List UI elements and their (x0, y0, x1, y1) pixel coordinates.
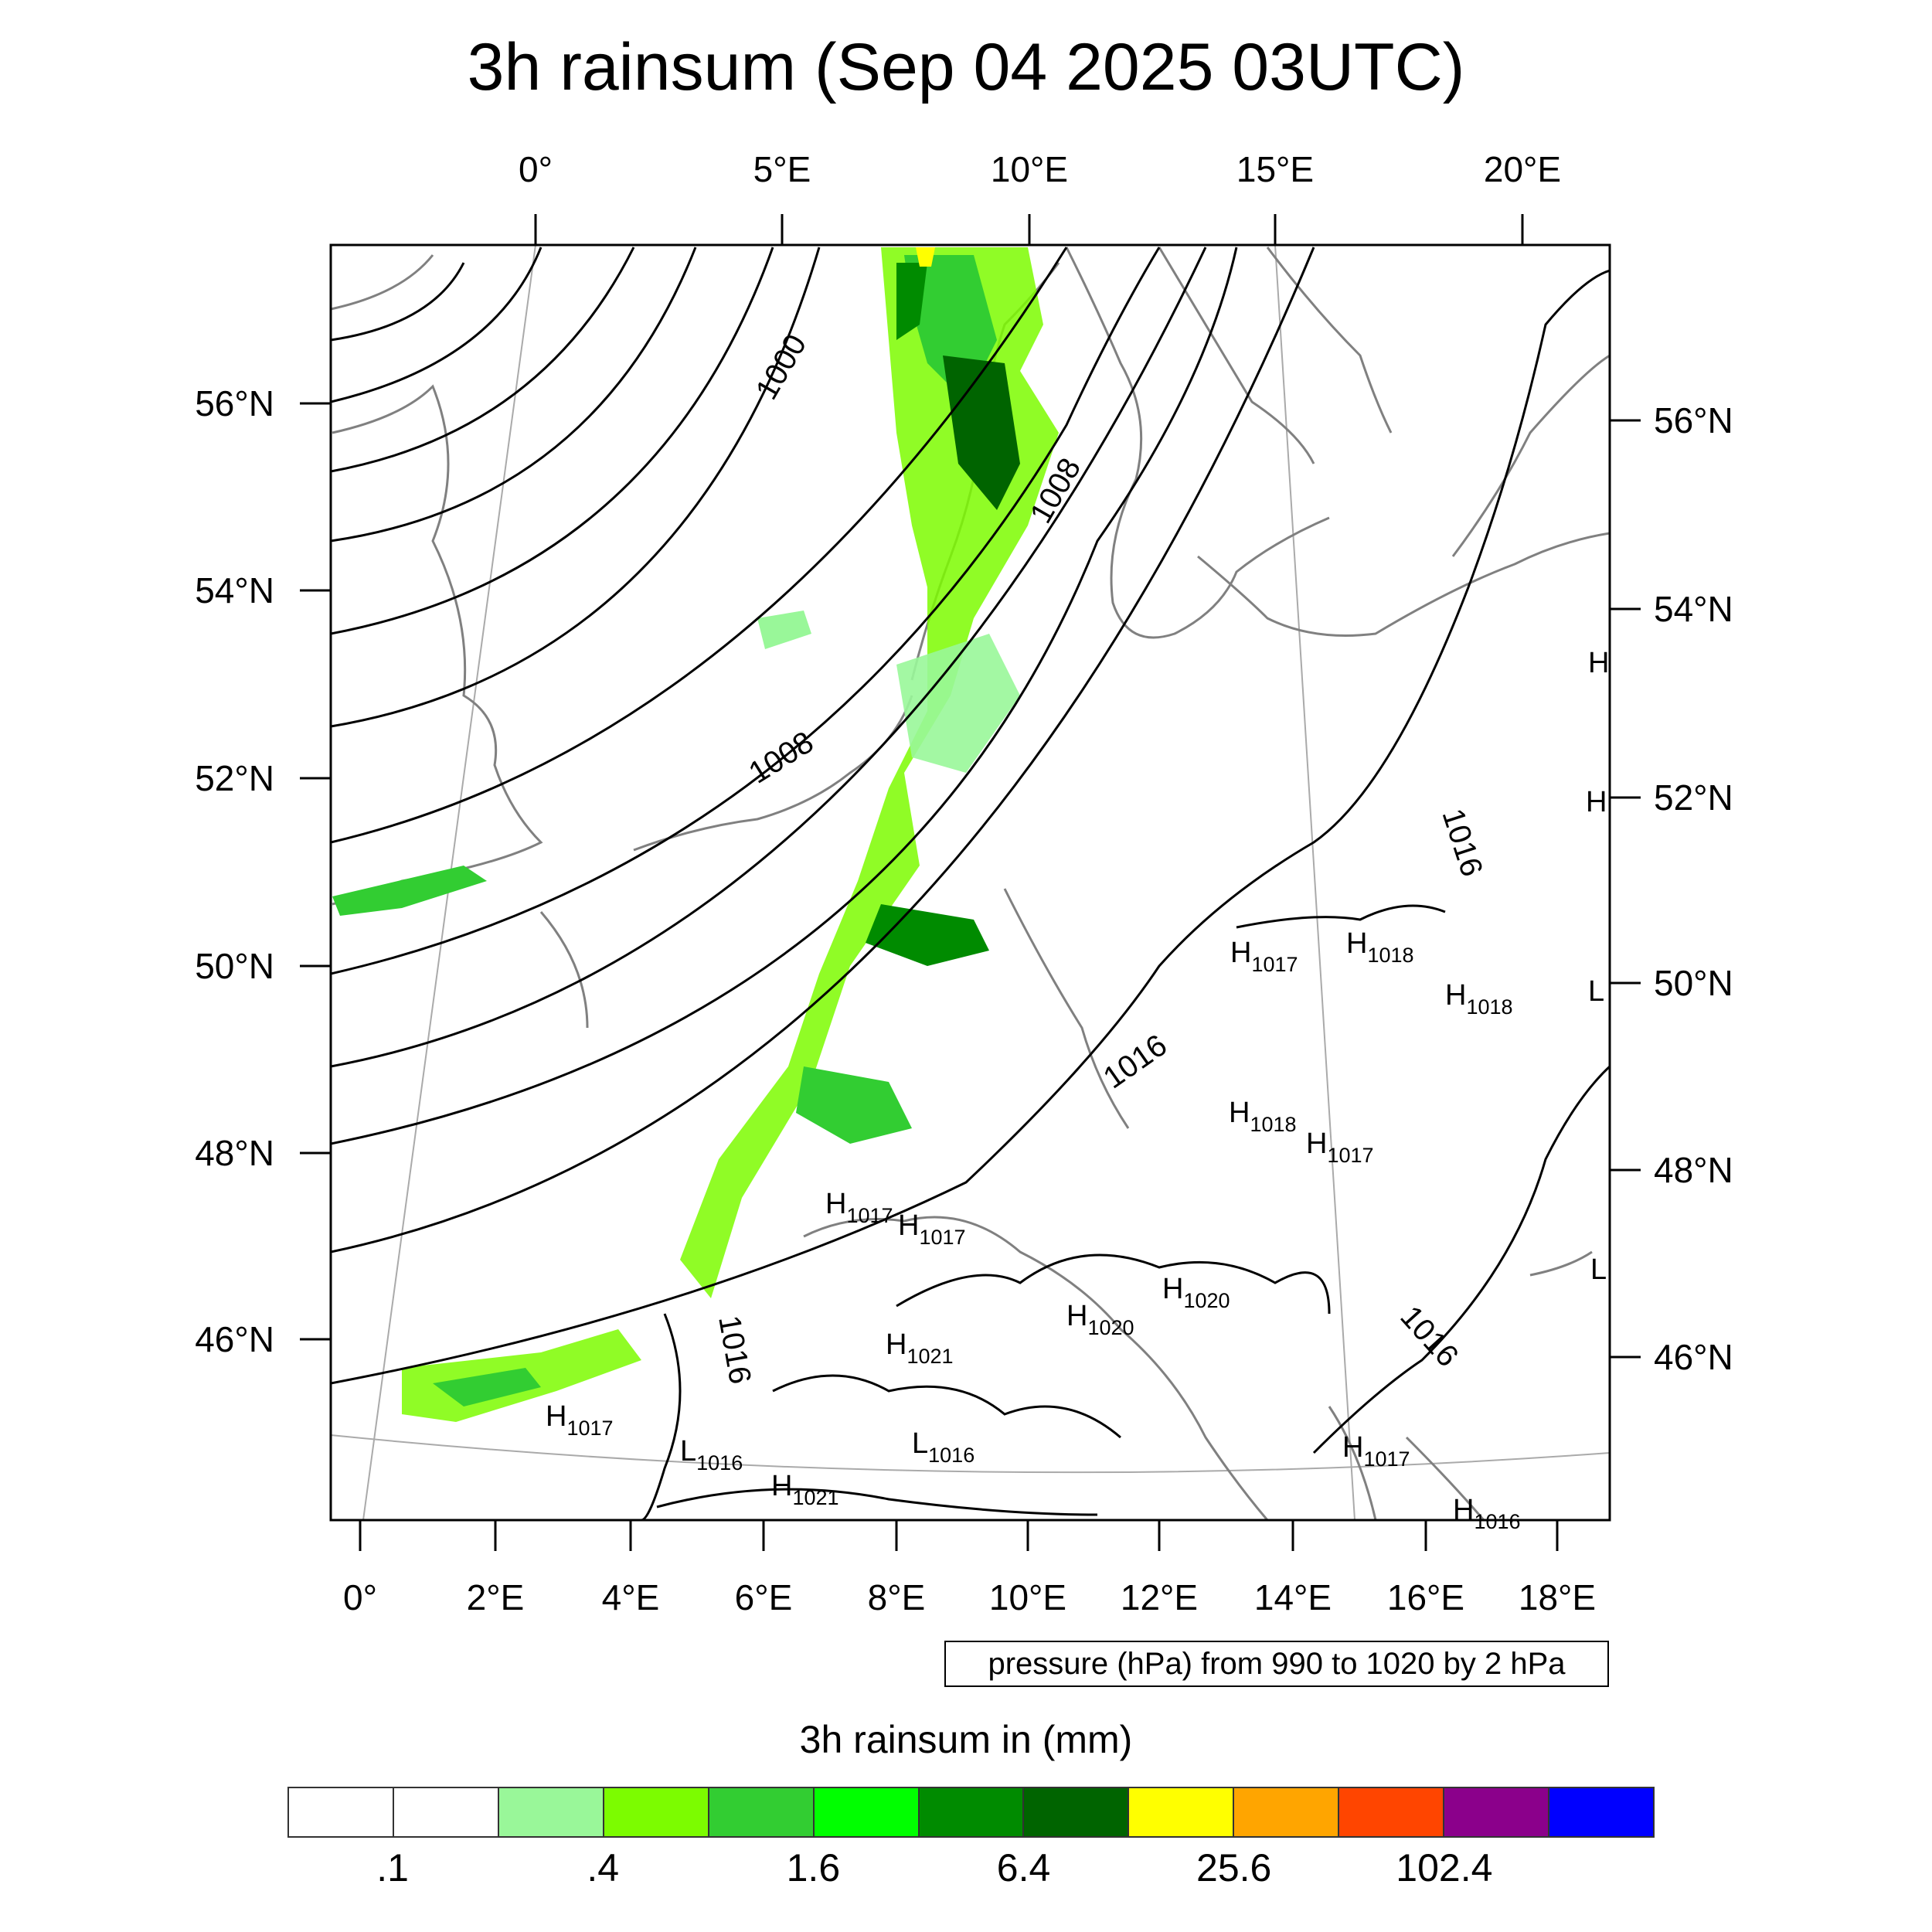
chart-title: 3h rainsum (Sep 04 2025 03UTC) (467, 30, 1465, 104)
pressure-center: H1017 (898, 1209, 966, 1249)
colorbar-swatch (604, 1788, 709, 1836)
bottom-lon-labels: 0° 2°E 4°E 6°E 8°E 10°E 12°E 14°E 16°E 1… (343, 1577, 1596, 1617)
right-lat-label: 46°N (1654, 1337, 1733, 1377)
colorbar-label: 1.6 (786, 1846, 841, 1889)
colorbar-swatch (393, 1788, 499, 1836)
pressure-center: H1021 (886, 1328, 954, 1368)
edge-marker: L (1588, 975, 1604, 1008)
top-lon-label: 15°E (1236, 149, 1314, 189)
bottom-lon-label: 6°E (735, 1577, 793, 1617)
top-lon-labels: 0° 5°E 10°E 15°E 20°E (519, 149, 1561, 189)
bottom-lon-label: 8°E (868, 1577, 926, 1617)
colorbar-swatch (919, 1788, 1025, 1836)
isobars (331, 247, 1610, 1520)
top-lon-label: 0° (519, 149, 553, 189)
bottom-lon-label: 18°E (1519, 1577, 1596, 1617)
pressure-note: pressure (hPa) from 990 to 1020 by 2 hPa (944, 1641, 1609, 1687)
contour-label: 1016 (1393, 1300, 1464, 1374)
colorbar-label: 6.4 (996, 1846, 1051, 1889)
colorbar-title: 3h rainsum in (mm) (799, 1718, 1133, 1761)
colorbar-swatch (1234, 1788, 1340, 1836)
pressure-center: H1017 (1230, 937, 1298, 976)
top-lon-label: 5°E (753, 149, 811, 189)
top-lon-label: 10°E (991, 149, 1068, 189)
colorbar-swatch (814, 1788, 920, 1836)
bottom-lon-label: 10°E (989, 1577, 1066, 1617)
left-lat-label: 54°N (195, 570, 274, 611)
bottom-lon-label: 14°E (1254, 1577, 1332, 1617)
top-lon-label: 20°E (1484, 149, 1561, 189)
colorbar-swatch (1549, 1788, 1653, 1836)
left-lat-label: 48°N (195, 1133, 274, 1173)
pressure-center: H1020 (1066, 1300, 1134, 1339)
pressure-center: L1016 (680, 1435, 743, 1475)
colorbar (287, 1787, 1655, 1838)
colorbar-swatch (1129, 1788, 1235, 1836)
edge-marker: H (1588, 647, 1609, 679)
contour-label: 1016 (712, 1313, 757, 1386)
right-lat-label: 52°N (1654, 777, 1733, 818)
pressure-center: H1020 (1162, 1273, 1230, 1312)
bottom-lon-label: 16°E (1387, 1577, 1464, 1617)
colorbar-swatch (1339, 1788, 1445, 1836)
pressure-center: H1017 (1306, 1128, 1374, 1167)
contour-label: 1016 (1435, 804, 1488, 880)
pressure-centers: H1017 H1018 H1018 H1018 H1017 H1017 H101… (546, 927, 1521, 1533)
pressure-center: H1017 (1342, 1431, 1410, 1471)
bottom-lon-label: 12°E (1121, 1577, 1198, 1617)
colorbar-label: 102.4 (1396, 1846, 1493, 1889)
colorbar-swatch (1024, 1788, 1130, 1836)
pressure-center: H1018 (1346, 927, 1414, 967)
pressure-center: H1018 (1445, 979, 1513, 1019)
pressure-center: H1017 (546, 1400, 614, 1440)
colorbar-swatch (289, 1788, 394, 1836)
left-lat-label: 50°N (195, 946, 274, 986)
left-lat-label: 52°N (195, 758, 274, 798)
left-lat-labels: 56°N 54°N 52°N 50°N 48°N 46°N (195, 383, 274, 1359)
pressure-center: H1016 (1453, 1494, 1521, 1533)
contour-labels: 1000 1008 1008 1016 1016 1016 1016 (712, 328, 1489, 1386)
map-frame (329, 243, 1611, 1522)
colorbar-swatch (498, 1788, 604, 1836)
edge-marker: H (1586, 786, 1607, 818)
pressure-center: H1021 (771, 1470, 839, 1509)
colorbar-label: .1 (376, 1846, 409, 1889)
colorbar-label: 25.6 (1196, 1846, 1272, 1889)
bottom-lon-label: 4°E (602, 1577, 660, 1617)
right-lat-label: 54°N (1654, 589, 1733, 629)
left-lat-label: 56°N (195, 383, 274, 423)
colorbar-swatch (709, 1788, 815, 1836)
colorbar-labels: .1 .4 1.6 6.4 25.6 102.4 (0, 1845, 1932, 1900)
edge-markers: H H L L (1586, 647, 1609, 1286)
right-lat-labels: 56°N 54°N 52°N 50°N 48°N 46°N (1654, 400, 1733, 1377)
contour-label: 1000 (750, 328, 814, 405)
colorbar-label: .4 (587, 1846, 620, 1889)
edge-marker: L (1590, 1253, 1607, 1286)
rain-areas (332, 247, 1059, 1422)
pressure-center: H1017 (825, 1188, 893, 1227)
pressure-center: L1016 (912, 1427, 975, 1467)
frame-ticks (300, 214, 1641, 1551)
pressure-center: H1018 (1229, 1097, 1297, 1136)
right-lat-label: 48°N (1654, 1150, 1733, 1190)
right-lat-label: 56°N (1654, 400, 1733, 440)
bottom-lon-label: 0° (343, 1577, 377, 1617)
bottom-lon-label: 2°E (467, 1577, 525, 1617)
colorbar-swatch (1444, 1788, 1550, 1836)
right-lat-label: 50°N (1654, 963, 1733, 1003)
contour-label: 1016 (1097, 1028, 1173, 1095)
contour-label: 1008 (743, 725, 819, 790)
left-lat-label: 46°N (195, 1319, 274, 1359)
